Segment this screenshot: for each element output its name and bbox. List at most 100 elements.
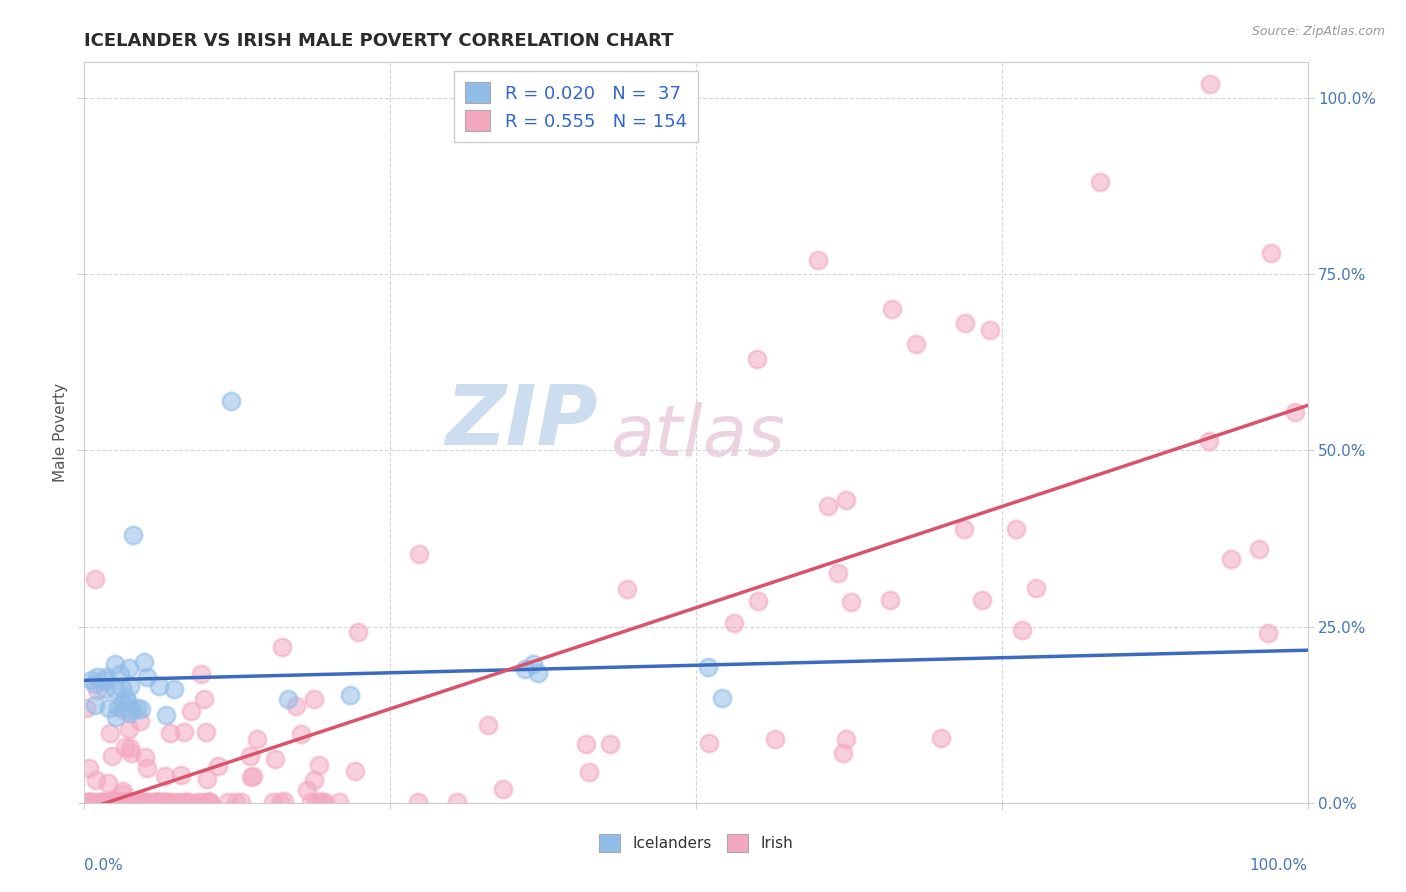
- Point: [328, 795, 350, 809]
- Point: [122, 528, 145, 542]
- Point: [97, 776, 120, 790]
- Point: [309, 795, 332, 809]
- Text: Source: ZipAtlas.com: Source: ZipAtlas.com: [1251, 25, 1385, 38]
- Point: [79, 761, 101, 775]
- Point: [118, 679, 141, 693]
- Point: [131, 795, 153, 809]
- Point: [108, 795, 131, 809]
- Point: [75, 795, 97, 809]
- Point: [1219, 552, 1241, 566]
- Point: [295, 783, 318, 797]
- Point: [86, 682, 108, 697]
- Point: [817, 499, 839, 513]
- Point: [97, 795, 120, 809]
- Point: [406, 795, 429, 809]
- Point: [302, 773, 325, 788]
- Point: [835, 493, 858, 508]
- Point: [134, 795, 156, 809]
- Point: [108, 666, 131, 681]
- Point: [118, 795, 141, 809]
- Point: [150, 795, 173, 809]
- Point: [131, 795, 153, 809]
- Point: [284, 699, 307, 714]
- Point: [118, 795, 141, 809]
- Point: [1005, 522, 1028, 536]
- Point: [343, 764, 366, 779]
- Point: [112, 696, 135, 710]
- Point: [83, 677, 105, 691]
- Point: [273, 794, 295, 808]
- Point: [839, 595, 862, 609]
- Point: [198, 795, 221, 809]
- Point: [747, 594, 769, 608]
- Point: [148, 679, 170, 693]
- Point: [446, 795, 468, 809]
- Point: [104, 709, 127, 723]
- Point: [103, 795, 125, 809]
- Point: [94, 671, 117, 685]
- Text: 0.0%: 0.0%: [84, 858, 124, 873]
- Point: [146, 795, 169, 809]
- Point: [134, 655, 156, 669]
- Point: [807, 252, 830, 267]
- Point: [84, 772, 107, 787]
- Point: [952, 522, 974, 536]
- Point: [86, 670, 108, 684]
- Point: [136, 761, 159, 775]
- Point: [104, 657, 127, 671]
- Point: [98, 726, 121, 740]
- Point: [696, 659, 718, 673]
- Point: [153, 769, 176, 783]
- Point: [311, 795, 333, 809]
- Text: 100.0%: 100.0%: [1250, 858, 1308, 873]
- Point: [122, 795, 145, 809]
- Point: [308, 758, 330, 772]
- Text: ICELANDER VS IRISH MALE POVERTY CORRELATION CHART: ICELANDER VS IRISH MALE POVERTY CORRELAT…: [84, 32, 673, 50]
- Point: [138, 795, 160, 809]
- Point: [195, 795, 218, 809]
- Point: [616, 582, 638, 597]
- Point: [155, 795, 177, 809]
- Point: [155, 795, 177, 809]
- Point: [198, 795, 221, 809]
- Point: [225, 795, 247, 809]
- Point: [117, 795, 139, 809]
- Point: [115, 795, 138, 809]
- Point: [1025, 581, 1047, 595]
- Point: [120, 706, 142, 721]
- Point: [264, 752, 287, 766]
- Point: [112, 703, 135, 717]
- Point: [155, 708, 177, 723]
- Point: [101, 795, 124, 809]
- Point: [134, 750, 156, 764]
- Point: [277, 691, 299, 706]
- Point: [103, 795, 125, 809]
- Point: [198, 795, 221, 809]
- Point: [120, 746, 142, 760]
- Point: [105, 795, 128, 809]
- Point: [120, 795, 142, 809]
- Point: [150, 795, 173, 809]
- Point: [96, 795, 118, 809]
- Point: [163, 795, 186, 809]
- Point: [98, 701, 121, 715]
- Point: [125, 700, 148, 714]
- Text: ZIP: ZIP: [446, 381, 598, 462]
- Point: [723, 615, 745, 630]
- Point: [302, 691, 325, 706]
- Point: [118, 723, 141, 737]
- Point: [97, 795, 120, 809]
- Point: [186, 795, 208, 809]
- Point: [131, 701, 153, 715]
- Point: [880, 302, 903, 317]
- Point: [1257, 625, 1279, 640]
- Point: [180, 704, 202, 718]
- Point: [905, 337, 928, 351]
- Point: [191, 795, 214, 809]
- Point: [270, 640, 292, 655]
- Point: [177, 795, 200, 809]
- Point: [84, 698, 107, 712]
- Point: [108, 795, 131, 809]
- Point: [835, 731, 858, 746]
- Point: [118, 740, 141, 755]
